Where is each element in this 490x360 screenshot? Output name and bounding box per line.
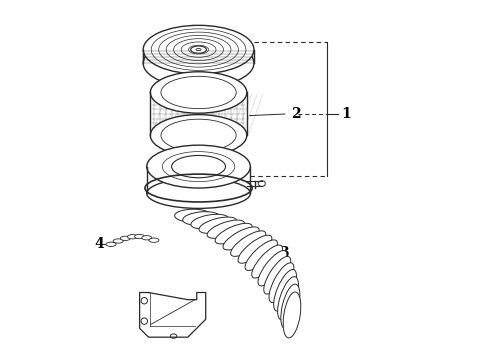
Ellipse shape (191, 46, 206, 53)
Ellipse shape (150, 114, 247, 156)
Ellipse shape (174, 209, 212, 222)
Ellipse shape (149, 238, 159, 242)
Ellipse shape (191, 214, 229, 229)
Text: 3: 3 (279, 246, 289, 260)
Ellipse shape (278, 276, 298, 320)
Text: 1: 1 (342, 107, 351, 121)
Ellipse shape (106, 242, 116, 247)
Ellipse shape (135, 234, 145, 239)
Ellipse shape (283, 292, 301, 338)
Ellipse shape (113, 239, 123, 243)
Text: 4: 4 (94, 237, 104, 251)
Text: 2: 2 (292, 107, 301, 121)
Ellipse shape (127, 235, 138, 239)
Ellipse shape (121, 236, 130, 240)
Ellipse shape (215, 223, 252, 244)
Ellipse shape (207, 220, 245, 238)
Polygon shape (140, 293, 206, 337)
Ellipse shape (281, 284, 300, 329)
Ellipse shape (245, 240, 277, 270)
FancyBboxPatch shape (150, 93, 247, 135)
FancyBboxPatch shape (147, 167, 250, 193)
Ellipse shape (147, 145, 250, 188)
Ellipse shape (223, 227, 259, 250)
Ellipse shape (252, 245, 283, 278)
Ellipse shape (269, 263, 294, 302)
Ellipse shape (258, 251, 287, 286)
Ellipse shape (264, 256, 291, 294)
Ellipse shape (150, 72, 247, 113)
Ellipse shape (238, 235, 272, 263)
Ellipse shape (143, 25, 254, 74)
Ellipse shape (231, 231, 266, 256)
Ellipse shape (142, 236, 152, 240)
Ellipse shape (273, 270, 296, 311)
Ellipse shape (183, 212, 220, 225)
Ellipse shape (199, 217, 237, 233)
Ellipse shape (147, 179, 250, 208)
Ellipse shape (143, 39, 254, 87)
